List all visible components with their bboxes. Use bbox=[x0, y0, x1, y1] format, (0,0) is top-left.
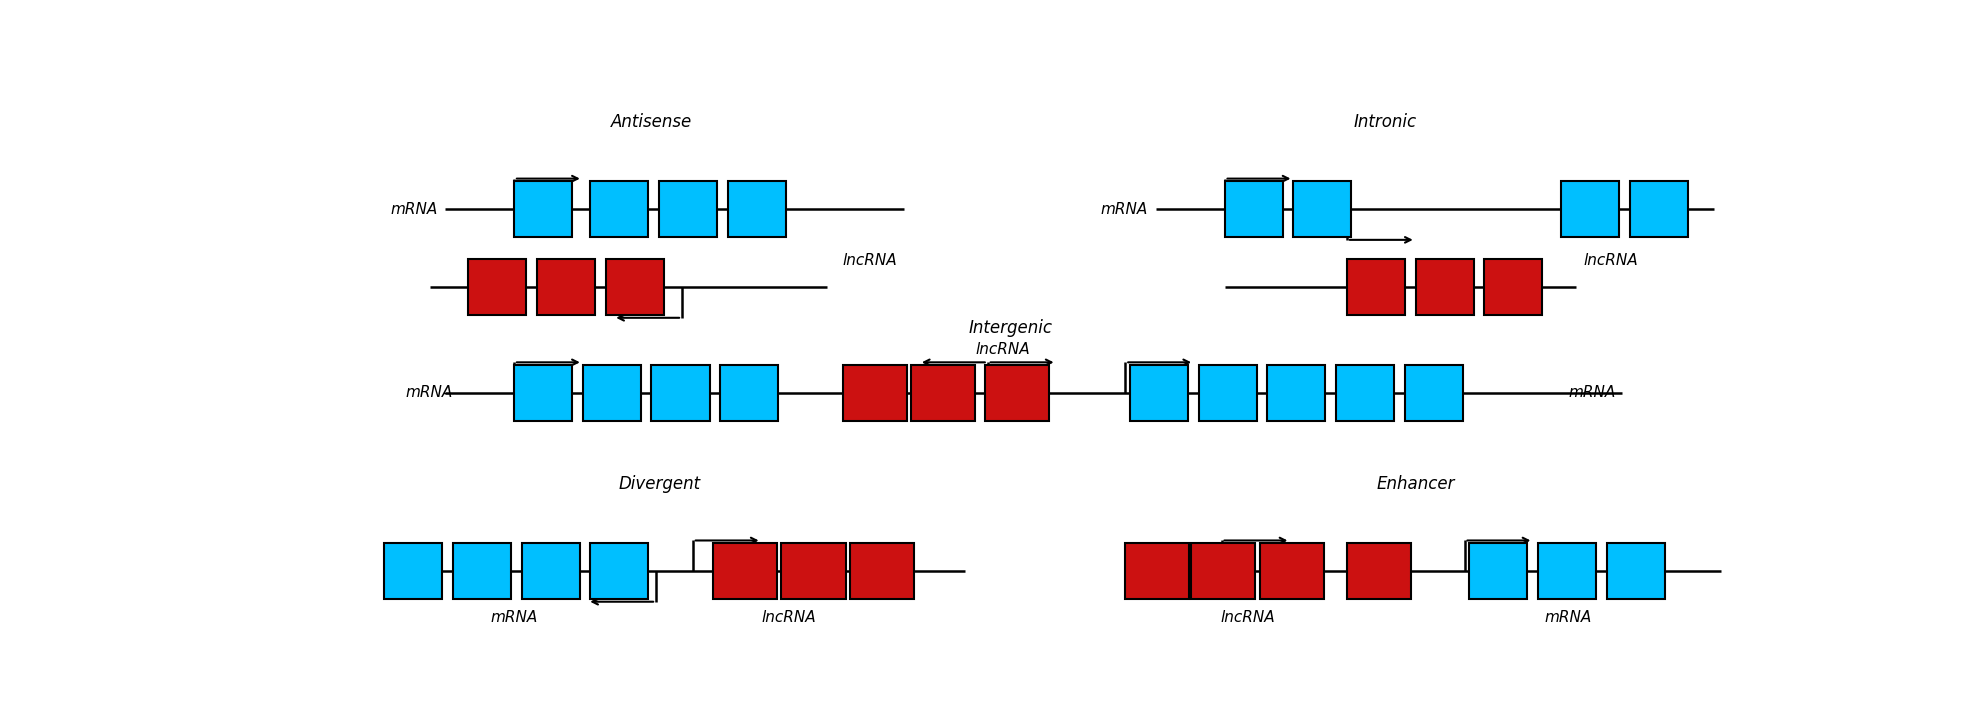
Bar bbox=[659, 181, 718, 237]
Bar bbox=[1260, 543, 1323, 599]
Bar bbox=[720, 365, 779, 421]
Bar bbox=[1538, 543, 1595, 599]
Bar bbox=[1629, 181, 1688, 237]
Bar bbox=[1130, 365, 1187, 421]
Bar bbox=[521, 543, 580, 599]
Bar bbox=[1469, 543, 1526, 599]
Text: Intergenic: Intergenic bbox=[968, 320, 1053, 337]
Bar bbox=[1607, 543, 1664, 599]
Text: Divergent: Divergent bbox=[617, 475, 700, 493]
Bar bbox=[984, 365, 1049, 421]
Bar bbox=[1199, 365, 1256, 421]
Text: mRNA: mRNA bbox=[1100, 202, 1148, 217]
Bar bbox=[605, 260, 665, 315]
Text: mRNA: mRNA bbox=[406, 385, 454, 401]
Bar bbox=[651, 365, 710, 421]
Text: Enhancer: Enhancer bbox=[1376, 475, 1455, 493]
Bar bbox=[454, 543, 511, 599]
Bar bbox=[1225, 181, 1282, 237]
Bar bbox=[1416, 260, 1473, 315]
Text: lncRNA: lncRNA bbox=[976, 342, 1029, 356]
Bar bbox=[590, 543, 649, 599]
Bar bbox=[584, 365, 641, 421]
Text: Antisense: Antisense bbox=[611, 114, 692, 132]
Bar bbox=[385, 543, 442, 599]
Text: lncRNA: lncRNA bbox=[761, 610, 816, 625]
Text: mRNA: mRNA bbox=[491, 610, 538, 625]
Text: lncRNA: lncRNA bbox=[1584, 253, 1639, 268]
Bar bbox=[1404, 365, 1463, 421]
Bar bbox=[1562, 181, 1619, 237]
Bar bbox=[1485, 260, 1542, 315]
Bar bbox=[781, 543, 846, 599]
Bar bbox=[515, 365, 572, 421]
Bar bbox=[1191, 543, 1254, 599]
Bar bbox=[1347, 543, 1412, 599]
Text: mRNA: mRNA bbox=[1544, 610, 1591, 625]
Bar bbox=[1347, 260, 1404, 315]
Bar bbox=[712, 543, 777, 599]
Bar bbox=[590, 181, 649, 237]
Bar bbox=[728, 181, 787, 237]
Text: mRNA: mRNA bbox=[1568, 385, 1615, 401]
Bar bbox=[911, 365, 976, 421]
Bar bbox=[1268, 365, 1325, 421]
Bar bbox=[842, 365, 907, 421]
Text: lncRNA: lncRNA bbox=[1221, 610, 1274, 625]
Text: Intronic: Intronic bbox=[1353, 114, 1416, 132]
Bar bbox=[515, 181, 572, 237]
Text: lncRNA: lncRNA bbox=[842, 253, 897, 268]
Bar bbox=[1126, 543, 1189, 599]
Bar bbox=[467, 260, 527, 315]
Bar bbox=[850, 543, 915, 599]
Bar bbox=[1294, 181, 1351, 237]
Text: mRNA: mRNA bbox=[390, 202, 438, 217]
Bar bbox=[1337, 365, 1394, 421]
Bar bbox=[536, 260, 596, 315]
